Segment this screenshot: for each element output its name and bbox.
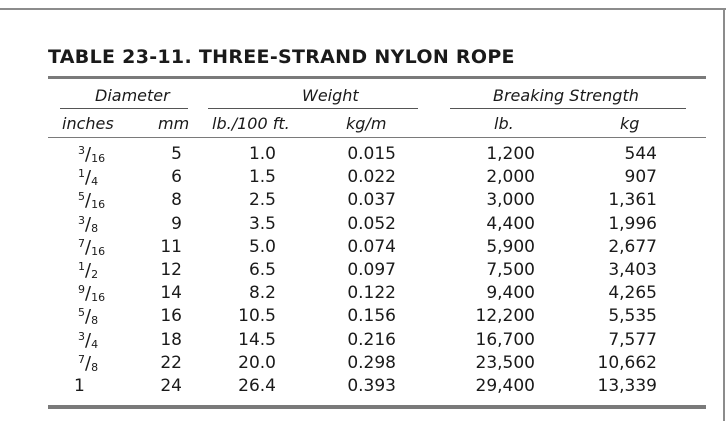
cell-mm: 22	[160, 352, 182, 373]
cell-inches: 3/4	[78, 329, 99, 351]
cell-kg: 1,361	[608, 190, 657, 211]
cell-kg-per-m: 0.037	[347, 190, 396, 211]
col-mm: mm	[158, 114, 190, 133]
cell-lb: 3,000	[486, 190, 535, 211]
cell-kg-per-m: 0.015	[347, 144, 396, 164]
cell-inches: 9/16	[78, 283, 106, 305]
col-inches: inches	[62, 114, 114, 133]
cell-kg: 13,339	[597, 376, 657, 396]
cell-kg-per-m: 0.022	[347, 167, 396, 188]
table-title: TABLE 23-11. THREE-STRAND NYLON ROPE	[48, 46, 515, 68]
header-weight: Weight	[302, 86, 359, 105]
cell-lb: 29,400	[475, 376, 535, 396]
cell-lb-per-100ft: 3.5	[248, 213, 276, 234]
cell-lb-per-100ft: 2.5	[248, 190, 276, 211]
col-lb-per-100ft: lb./100 ft.	[212, 114, 290, 133]
cell-lb: 9,400	[486, 283, 535, 304]
cell-inches: 1/4	[78, 167, 99, 189]
cell-kg: 907	[624, 167, 657, 188]
cell-lb: 7,500	[486, 260, 535, 280]
table-bottom-rule	[48, 405, 706, 409]
cell-kg-per-m: 0.052	[347, 213, 396, 234]
cell-kg: 3,403	[608, 260, 657, 280]
col-kg: kg	[620, 114, 640, 133]
cell-kg: 2,677	[608, 236, 657, 257]
cell-lb-per-100ft: 5.0	[248, 236, 276, 257]
cell-lb: 1,200	[486, 144, 535, 164]
cell-lb: 12,200	[475, 306, 535, 327]
header-bottom-rule	[48, 137, 706, 138]
cell-lb: 2,000	[486, 167, 535, 188]
cell-lb-per-100ft: 20.0	[238, 352, 276, 373]
cell-inches: 1/2	[78, 260, 99, 281]
cell-lb-per-100ft: 26.4	[238, 376, 276, 396]
header-diameter: Diameter	[95, 86, 170, 105]
cell-kg-per-m: 0.393	[347, 376, 396, 396]
cell-lb-per-100ft: 14.5	[238, 329, 276, 350]
cell-lb-per-100ft: 10.5	[238, 306, 276, 327]
cell-kg: 10,662	[597, 352, 657, 373]
cell-lb-per-100ft: 1.5	[248, 167, 276, 188]
cell-mm: 18	[160, 329, 182, 350]
cell-lb-per-100ft: 8.2	[248, 283, 276, 304]
cell-kg-per-m: 0.156	[347, 306, 396, 327]
cell-inches: 5/8	[78, 306, 99, 328]
cell-kg-per-m: 0.216	[347, 329, 396, 350]
cell-lb: 16,700	[475, 329, 535, 350]
cell-inches: 3/16	[78, 144, 106, 165]
cell-mm: 9	[171, 213, 182, 234]
cell-mm: 12	[160, 260, 182, 280]
cell-mm: 5	[171, 144, 182, 164]
top-border	[0, 8, 726, 10]
header-breaking-strength: Breaking Strength	[493, 86, 639, 105]
cell-kg-per-m: 0.122	[347, 283, 396, 304]
cell-kg-per-m: 0.074	[347, 236, 396, 257]
cell-kg-per-m: 0.097	[347, 260, 396, 280]
col-kg-per-m: kg/m	[346, 114, 387, 133]
cell-mm: 14	[160, 283, 182, 304]
cell-mm: 8	[171, 190, 182, 211]
cell-kg: 1,996	[608, 213, 657, 234]
cell-lb: 5,900	[486, 236, 535, 257]
table-top-rule	[48, 76, 706, 79]
col-lb: lb.	[494, 114, 514, 133]
cell-kg: 5,535	[608, 306, 657, 327]
cell-mm: 6	[171, 167, 182, 188]
cell-inches: 7/8	[78, 352, 99, 374]
right-border	[723, 8, 725, 421]
cell-inches: 3/8	[78, 213, 99, 235]
cell-kg: 544	[624, 144, 657, 164]
cell-inches: 1	[74, 376, 85, 396]
cell-kg-per-m: 0.298	[347, 352, 396, 373]
cell-lb-per-100ft: 1.0	[248, 144, 276, 164]
cell-lb: 23,500	[475, 352, 535, 373]
cell-inches: 7/16	[78, 236, 106, 258]
cell-mm: 11	[160, 236, 182, 257]
header-breaking-underline	[450, 108, 686, 109]
cell-lb-per-100ft: 6.5	[248, 260, 276, 280]
cell-lb: 4,400	[486, 213, 535, 234]
header-diameter-underline	[60, 108, 188, 109]
cell-inches: 5/16	[78, 190, 106, 212]
cell-mm: 24	[160, 376, 182, 396]
cell-mm: 16	[160, 306, 182, 327]
cell-kg: 7,577	[608, 329, 657, 350]
header-weight-underline	[208, 108, 418, 109]
cell-kg: 4,265	[608, 283, 657, 304]
